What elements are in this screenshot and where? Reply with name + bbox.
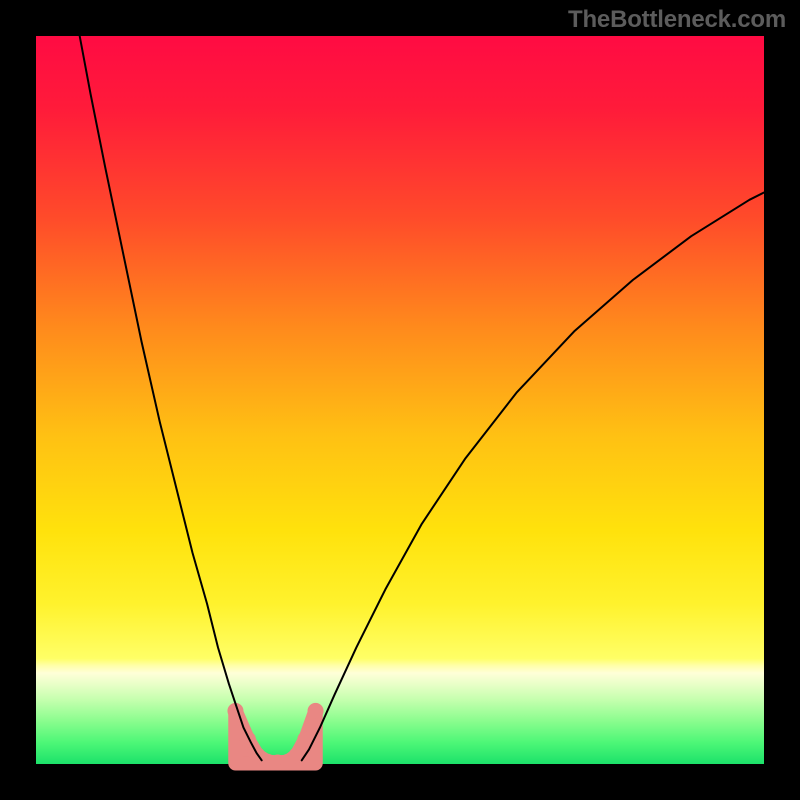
bottleneck-marker-point [240,731,256,747]
gradient-background [36,36,764,764]
plot-area [36,36,764,764]
bottleneck-marker-point [308,703,324,719]
chart-svg [36,36,764,764]
chart-container: TheBottleneck.com [0,0,800,800]
watermark-text: TheBottleneck.com [568,6,786,34]
